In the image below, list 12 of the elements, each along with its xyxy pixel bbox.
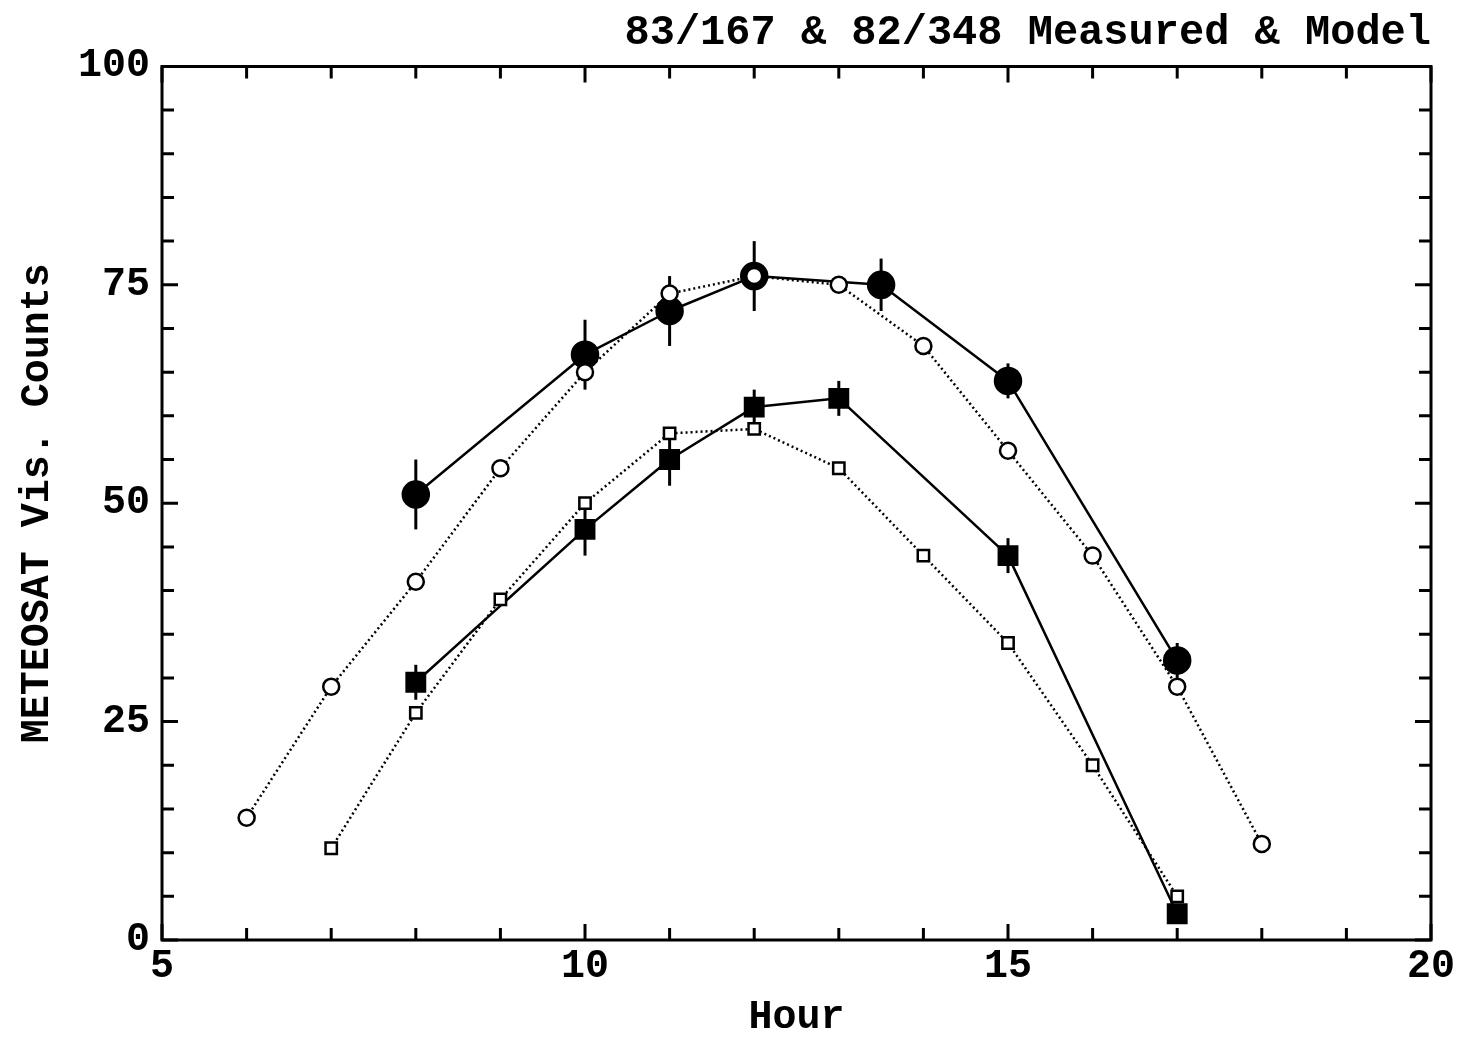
y-tick-label: 75 [102,261,151,307]
x-tick-label: 15 [984,944,1033,990]
y-tick-label: 50 [102,480,151,526]
x-axis-title: Hour [748,995,845,1041]
x-tick-label: 10 [561,944,610,990]
x-tick-label: 5 [150,944,175,990]
y-tick-label: 0 [126,917,151,963]
y-tick-label: 25 [102,698,151,744]
y-axis-title: METEOSAT Vis. Counts [15,263,61,744]
chart-title: 83/167 & 82/348 Measured & Model [624,8,1431,57]
x-tick-label: 20 [1406,944,1456,990]
y-tick-label: 100 [78,43,151,89]
